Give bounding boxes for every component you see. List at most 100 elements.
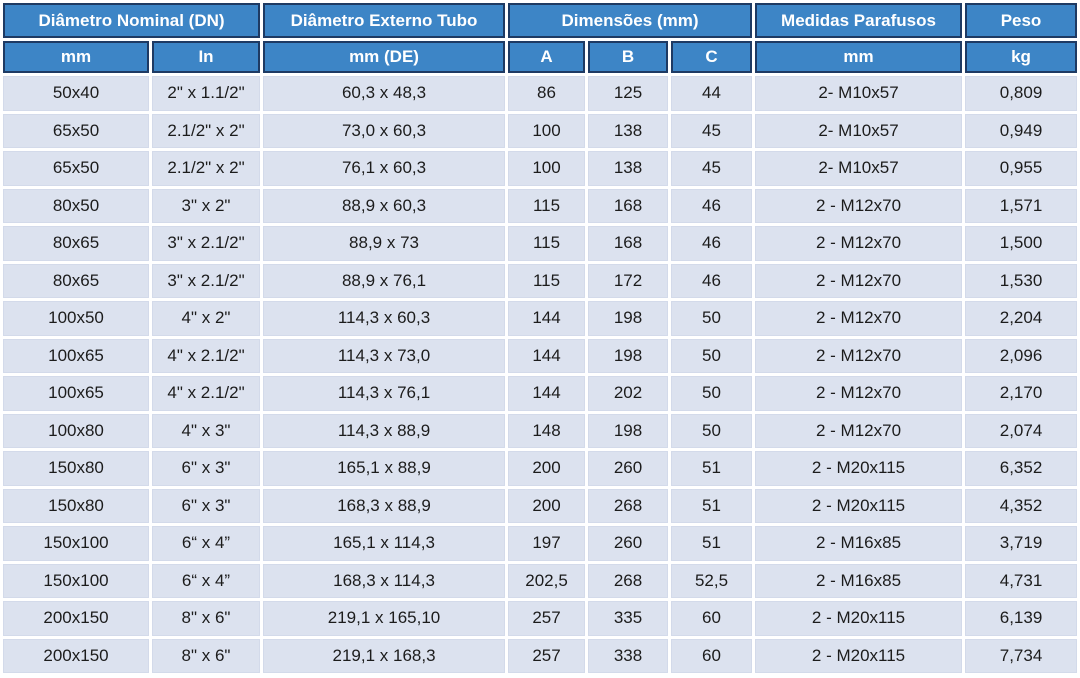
table-cell-dim-b: 260: [588, 526, 669, 561]
table-cell-dn-in: 2" x 1.1/2": [152, 76, 261, 111]
table-cell-peso-kg: 7,734: [965, 638, 1078, 673]
table-cell-dn-mm: 200x150: [3, 638, 149, 673]
table-cell-dn-mm: 50x40: [3, 76, 149, 111]
table-row: 200x150 8" x 6" 219,1 x 168,3 257 338 60 2 - M…: [3, 638, 1078, 673]
table-cell-dim-c: 50: [671, 376, 753, 411]
table-cell-dim-b: 198: [588, 413, 669, 448]
table-cell-dn-in: 3" x 2": [152, 188, 261, 223]
header-group-cell: Diâmetro Externo Tubo: [263, 3, 506, 38]
table-cell-dn-in: 6“ x 4”: [152, 563, 261, 598]
table-cell-parafusos-mm: 2 - M12x70: [755, 263, 963, 298]
table-cell-peso-kg: 6,352: [965, 451, 1078, 486]
table-cell-dim-b: 268: [588, 488, 669, 523]
table-cell-de-mm: 114,3 x 76,1: [263, 376, 506, 411]
table-cell-dim-b: 335: [588, 601, 669, 636]
table-cell-dn-mm: 65x50: [3, 151, 149, 186]
table-row: 100x65 4" x 2.1/2" 114,3 x 76,1 144 202 50 2 -…: [3, 376, 1078, 411]
table-cell-dn-mm: 100x50: [3, 301, 149, 336]
table-cell-de-mm: 73,0 x 60,3: [263, 113, 506, 148]
table-cell-dim-a: 148: [508, 413, 586, 448]
table-row: 50x40 2" x 1.1/2" 60,3 x 48,3 86 125 44 2- M10…: [3, 76, 1078, 111]
table-cell-dn-mm: 150x80: [3, 488, 149, 523]
table-cell-dim-b: 268: [588, 563, 669, 598]
table-cell-peso-kg: 4,352: [965, 488, 1078, 523]
table-cell-peso-kg: 1,571: [965, 188, 1078, 223]
table-row: 65x50 2.1/2" x 2" 73,0 x 60,3 100 138 45 2- M1…: [3, 113, 1078, 148]
sub-header-cell-dim-a: A: [508, 41, 586, 73]
table-cell-dn-in: 6" x 3": [152, 451, 261, 486]
header-group-cell: Diâmetro Nominal (DN): [3, 3, 261, 38]
table-cell-peso-kg: 2,096: [965, 338, 1078, 373]
table-row: 150x100 6“ x 4” 165,1 x 114,3 197 260 51 2 - M…: [3, 526, 1078, 561]
sub-header-cell-peso-kg: kg: [965, 41, 1078, 73]
table-cell-dim-b: 168: [588, 188, 669, 223]
table-cell-dim-c: 46: [671, 188, 753, 223]
table-cell-peso-kg: 6,139: [965, 601, 1078, 636]
table-cell-dn-in: 4" x 3": [152, 413, 261, 448]
table-cell-parafusos-mm: 2 - M16x85: [755, 563, 963, 598]
table-cell-de-mm: 76,1 x 60,3: [263, 151, 506, 186]
sub-header-cell-dn-mm: mm: [3, 41, 149, 73]
table-row: 200x150 8" x 6" 219,1 x 165,10 257 335 60 2 - …: [3, 601, 1078, 636]
table-cell-dim-b: 138: [588, 151, 669, 186]
table-cell-peso-kg: 2,170: [965, 376, 1078, 411]
sub-header-cell-dim-c: C: [671, 41, 753, 73]
table-cell-dim-a: 115: [508, 263, 586, 298]
table-cell-dn-mm: 200x150: [3, 601, 149, 636]
table-cell-dn-mm: 100x80: [3, 413, 149, 448]
table-row: 150x100 6“ x 4” 168,3 x 114,3 202,5 268 52,5 2…: [3, 563, 1078, 598]
table-cell-dn-in: 3" x 2.1/2": [152, 226, 261, 261]
table-cell-dim-c: 45: [671, 151, 753, 186]
table-cell-de-mm: 88,9 x 60,3: [263, 188, 506, 223]
table-cell-de-mm: 165,1 x 114,3: [263, 526, 506, 561]
table-header: Diâmetro Nominal (DN) Diâmetro Externo Tu…: [3, 3, 1078, 73]
table-cell-parafusos-mm: 2 - M20x115: [755, 451, 963, 486]
table-cell-dn-mm: 100x65: [3, 376, 149, 411]
table-cell-dim-b: 172: [588, 263, 669, 298]
table-cell-dim-a: 257: [508, 601, 586, 636]
table-row: 100x65 4" x 2.1/2" 114,3 x 73,0 144 198 50 2 -…: [3, 338, 1078, 373]
table-row: 80x50 3" x 2" 88,9 x 60,3 115 168 46 2 - M12x7…: [3, 188, 1078, 223]
table-cell-peso-kg: 2,074: [965, 413, 1078, 448]
table-cell-dim-a: 257: [508, 638, 586, 673]
table-cell-dim-c: 51: [671, 451, 753, 486]
table-cell-dim-a: 197: [508, 526, 586, 561]
table-cell-dn-in: 4" x 2.1/2": [152, 338, 261, 373]
table-cell-parafusos-mm: 2 - M20x115: [755, 601, 963, 636]
table-cell-de-mm: 168,3 x 88,9: [263, 488, 506, 523]
table-cell-parafusos-mm: 2- M10x57: [755, 76, 963, 111]
table-cell-dim-a: 100: [508, 113, 586, 148]
table-cell-dim-b: 202: [588, 376, 669, 411]
table-cell-dim-a: 202,5: [508, 563, 586, 598]
sub-header-cell-parafusos-mm: mm: [755, 41, 963, 73]
table-cell-dim-c: 46: [671, 263, 753, 298]
table-cell-parafusos-mm: 2 - M12x70: [755, 226, 963, 261]
table-cell-peso-kg: 4,731: [965, 563, 1078, 598]
table-cell-dim-c: 60: [671, 601, 753, 636]
table-cell-dim-b: 138: [588, 113, 669, 148]
table-cell-dim-a: 144: [508, 376, 586, 411]
table-cell-peso-kg: 0,809: [965, 76, 1078, 111]
table-row: 80x65 3" x 2.1/2" 88,9 x 73 115 168 46 2 - M12…: [3, 226, 1078, 261]
table-cell-parafusos-mm: 2 - M12x70: [755, 413, 963, 448]
table-body: 50x40 2" x 1.1/2" 60,3 x 48,3 86 125 44 2- M10…: [3, 76, 1078, 673]
table-cell-dn-mm: 80x65: [3, 226, 149, 261]
table-row: 100x50 4" x 2" 114,3 x 60,3 144 198 50 2 - M12…: [3, 301, 1078, 336]
table-cell-dn-mm: 150x80: [3, 451, 149, 486]
table-cell-dim-a: 144: [508, 338, 586, 373]
table-cell-de-mm: 88,9 x 76,1: [263, 263, 506, 298]
table-cell-dn-in: 8" x 6": [152, 638, 261, 673]
table-cell-dim-c: 50: [671, 338, 753, 373]
table-cell-dn-mm: 150x100: [3, 526, 149, 561]
table-row: 80x65 3" x 2.1/2" 88,9 x 76,1 115 172 46 2 - M…: [3, 263, 1078, 298]
table-cell-de-mm: 88,9 x 73: [263, 226, 506, 261]
table-cell-dn-mm: 65x50: [3, 113, 149, 148]
table-cell-de-mm: 114,3 x 88,9: [263, 413, 506, 448]
table-cell-peso-kg: 0,955: [965, 151, 1078, 186]
table-cell-peso-kg: 2,204: [965, 301, 1078, 336]
table-cell-dim-c: 52,5: [671, 563, 753, 598]
table-cell-peso-kg: 1,500: [965, 226, 1078, 261]
table-cell-dim-b: 260: [588, 451, 669, 486]
table-cell-dn-mm: 150x100: [3, 563, 149, 598]
